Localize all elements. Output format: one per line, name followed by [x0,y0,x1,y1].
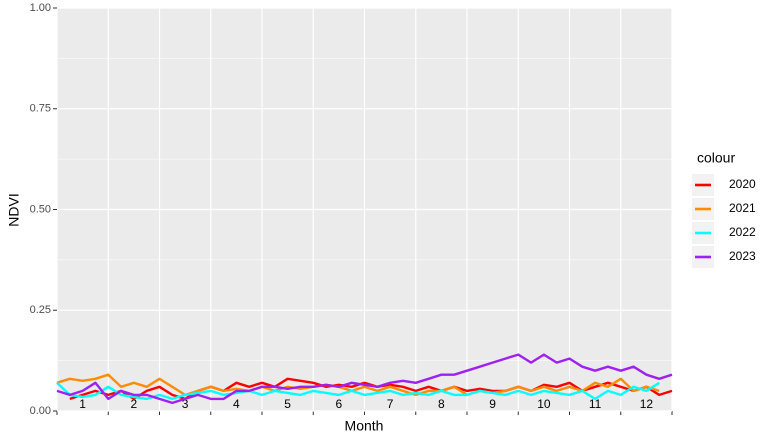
data-line [56,381,660,401]
x-tick-label: 9 [489,397,496,411]
legend-label: 2022 [729,225,756,239]
data-line [56,353,673,405]
x-tick-label: 10 [537,397,551,411]
x-tick-label: 4 [233,397,240,411]
x-tick-label: 11 [589,397,602,411]
y-tick-label: 1.00 [30,2,51,14]
x-tick-label: 6 [336,397,343,411]
x-axis-title: Month [345,418,384,434]
y-tick-label: 0.50 [30,203,51,215]
data-line [56,373,660,397]
x-tick-label: 1 [79,397,86,411]
y-tick-label: 0.75 [30,103,51,115]
legend-title: colour [697,150,735,166]
y-tick-label: 0.00 [30,405,51,417]
y-tick-label: 0.25 [30,304,51,316]
y-axis-title: NDVI [6,193,22,226]
x-tick-label: 2 [131,397,138,411]
x-tick-label: 12 [640,397,654,411]
legend-label: 2021 [729,201,756,215]
x-tick-label: 7 [387,397,394,411]
legend-label: 2020 [729,177,756,191]
x-tick-label: 3 [182,397,189,411]
legend-label: 2023 [729,249,756,263]
x-tick-label: 8 [438,397,445,411]
x-tick-label: 5 [284,397,291,411]
